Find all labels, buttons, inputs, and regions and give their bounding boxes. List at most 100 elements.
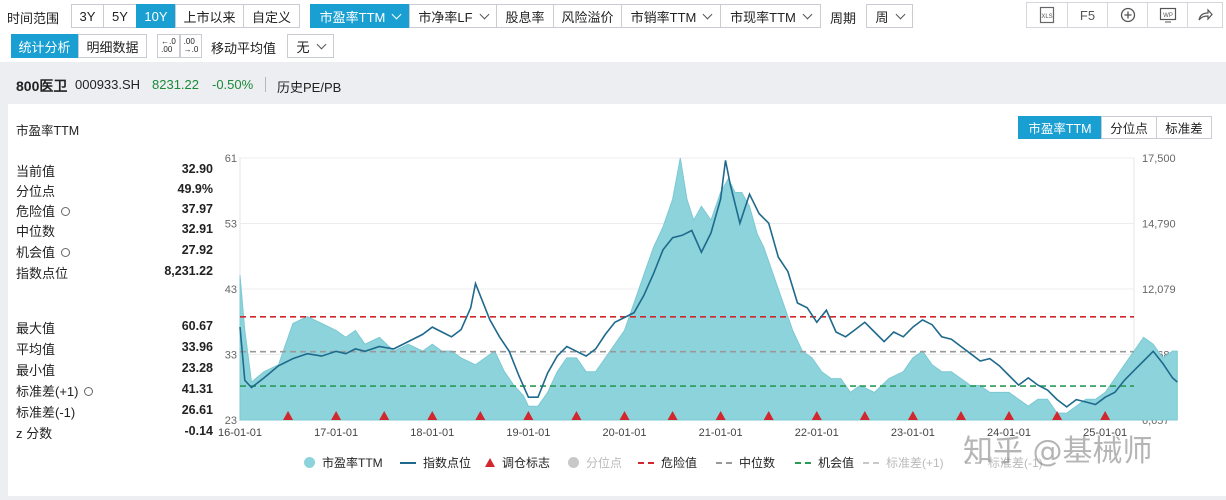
tab-details[interactable]: 明细数据 [78, 34, 147, 58]
decimal-decrease-button[interactable]: .00 →.0 [180, 34, 202, 58]
range-custom-button[interactable]: 自定义 [243, 4, 300, 28]
metric-pe-ttm-dropdown[interactable]: 市盈率TTM [310, 4, 410, 28]
stat-label-std-minus: 标准差(-1) [16, 405, 76, 420]
period-dropdown[interactable]: 周 [866, 4, 913, 28]
legend-item[interactable]: 标准差(-1) [965, 454, 1043, 471]
legend-label: 指数点位 [423, 456, 472, 470]
refresh-button[interactable]: F5 [1067, 2, 1108, 28]
moving-average-label: 移动平均值 [211, 41, 277, 56]
x-tick-label: 23-01-01 [891, 427, 935, 439]
range-3y-button[interactable]: 3Y [71, 4, 104, 28]
rebalance-marker [763, 411, 774, 420]
metric-pcf-ttm-label: 市现率TTM [730, 9, 796, 25]
range-since-listing-button[interactable]: 上市以来 [175, 4, 244, 28]
chart-panel: 市盈率TTM 市盈率TTM 分位点 标准差 当前值 32.90 分位点 49.9… [8, 104, 1226, 496]
metric-pcf-ttm-dropdown[interactable]: 市现率TTM [720, 4, 821, 28]
stat-value-median: 32.91 [181, 222, 213, 236]
stat-std-plus: 标准差(+1) [16, 381, 94, 400]
index-code: 000933.SH [75, 77, 141, 92]
stat-value-percentile: 49.9% [177, 182, 213, 196]
toggle-stddev[interactable]: 标准差 [1156, 116, 1212, 139]
zoom-in-button[interactable] [1107, 2, 1148, 28]
chevron-down-icon [802, 9, 813, 19]
rebalance-marker [1052, 411, 1063, 420]
rebalance-marker [571, 411, 582, 420]
rebalance-marker [619, 411, 630, 420]
chevron-down-icon [479, 9, 490, 19]
y-left-tick-label: 43 [225, 284, 237, 296]
index-price: 8231.22 [152, 77, 199, 92]
range-5y-button[interactable]: 5Y [103, 4, 137, 28]
legend-marker-dash [638, 461, 654, 464]
svg-text:WP: WP [1163, 13, 1173, 19]
y-left-tick-label: 33 [225, 350, 237, 362]
time-range-label: 时间范围 [7, 11, 60, 26]
x-tick-label: 17-01-01 [314, 427, 358, 439]
gear-icon[interactable] [84, 387, 94, 396]
view-label: 历史PE/PB [277, 80, 342, 95]
legend-item[interactable]: 中位数 [716, 454, 775, 471]
legend-label: 中位数 [739, 456, 776, 470]
legend-item[interactable]: 指数点位 [400, 454, 471, 471]
period-label: 周期 [830, 11, 857, 26]
legend-label: 标准差(+1) [886, 456, 944, 470]
x-tick-label: 20-01-01 [602, 427, 646, 439]
x-tick-label: 24-01-01 [987, 427, 1031, 439]
legend-label: 危险值 [661, 456, 698, 470]
decimal-increase-button[interactable]: ←.0.00 [157, 34, 180, 58]
excel-icon: XLS [1039, 6, 1055, 24]
legend-item[interactable]: 机会值 [795, 454, 854, 471]
tab-statistics[interactable]: 统计分析 [11, 34, 78, 58]
y-right-tick-label: 12,079 [1142, 284, 1176, 296]
rebalance-marker [1004, 411, 1015, 420]
plus-circle-icon [1120, 7, 1135, 23]
metric-ps-ttm-dropdown[interactable]: 市销率TTM [621, 4, 721, 28]
rebalance-marker [427, 411, 438, 420]
legend-item[interactable]: 危险值 [638, 454, 697, 471]
stat-value-current: 32.90 [181, 162, 213, 176]
rebalance-marker [523, 411, 534, 420]
legend-item[interactable]: 标准差(+1) [863, 454, 944, 471]
x-tick-label: 22-01-01 [795, 427, 839, 439]
export-excel-button[interactable]: XLS [1026, 2, 1068, 28]
gear-icon[interactable] [61, 248, 71, 257]
range-10y-button[interactable]: 10Y [136, 4, 176, 28]
rebalance-marker [859, 411, 870, 420]
gear-icon[interactable] [61, 207, 71, 216]
stat-label-mean: 平均值 [16, 342, 56, 357]
rebalance-marker [331, 411, 342, 420]
rebalance-marker [811, 411, 822, 420]
stat-label-index-level: 指数点位 [16, 266, 69, 281]
index-name: 800医卫 [16, 78, 68, 94]
export-word-button[interactable]: WP [1147, 2, 1188, 28]
legend-label: 标准差(-1) [988, 456, 1043, 470]
period-value: 周 [875, 9, 889, 25]
divider [265, 77, 266, 92]
chevron-down-icon [702, 9, 713, 19]
panel-title: 市盈率TTM [16, 124, 80, 138]
stat-value-zscore: -0.14 [184, 424, 214, 438]
metric-pb-lf-label: 市净率LF [418, 9, 473, 25]
y-left-tick-label: 23 [225, 415, 237, 427]
stat-value-danger: 37.97 [181, 202, 213, 216]
legend-marker-dash [965, 461, 981, 464]
metric-pb-lf-dropdown[interactable]: 市净率LF [409, 4, 497, 28]
x-tick-label: 18-01-01 [410, 427, 454, 439]
legend-item[interactable]: 市盈率TTM [304, 454, 383, 471]
toggle-pe-ttm[interactable]: 市盈率TTM [1018, 116, 1102, 139]
moving-average-dropdown[interactable]: 无 [287, 34, 334, 58]
share-button[interactable] [1187, 2, 1223, 28]
chevron-down-icon [391, 9, 402, 19]
metric-risk-premium-button[interactable]: 风险溢价 [553, 4, 622, 28]
chevron-down-icon [316, 39, 326, 49]
metric-ps-ttm-label: 市销率TTM [630, 9, 697, 25]
legend-marker-line [400, 461, 416, 464]
stat-label-current: 当前值 [16, 164, 56, 179]
legend-item[interactable]: 调仓标志 [485, 454, 550, 471]
legend-marker-dash [716, 461, 732, 464]
metric-dividend-button[interactable]: 股息率 [496, 4, 554, 28]
x-tick-label: 25-01-01 [1083, 427, 1127, 439]
rebalance-marker [667, 411, 678, 420]
index-change: -0.50% [212, 77, 254, 92]
legend-item[interactable]: 分位点 [568, 454, 622, 471]
